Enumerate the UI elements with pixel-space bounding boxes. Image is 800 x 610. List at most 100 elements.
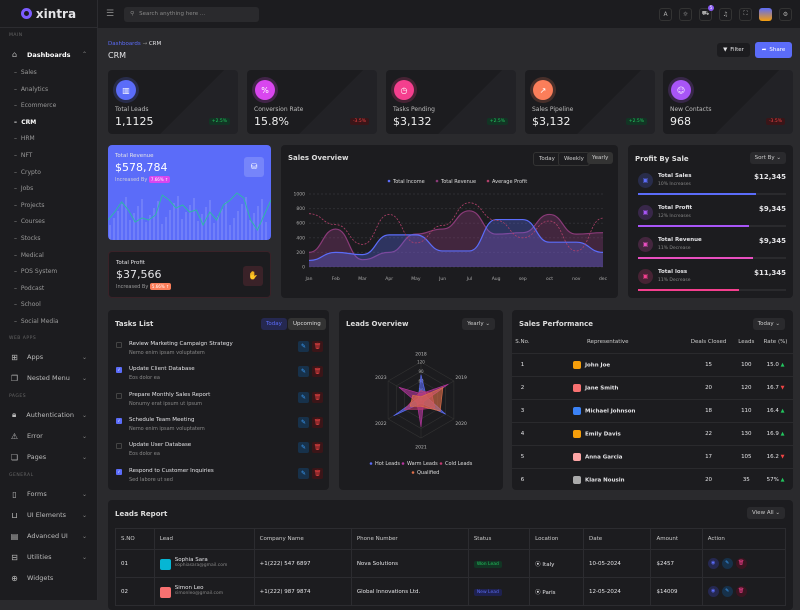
edit-icon[interactable]: ✎ bbox=[298, 416, 309, 428]
table-row: 01 Sophia Sara sophiasara@gmail.com +1(22… bbox=[115, 549, 787, 578]
sidebar-item-error[interactable]: ⚠ Error ⌄ bbox=[10, 431, 87, 441]
search-input[interactable]: ⚲ Search anything here ... bbox=[124, 6, 260, 22]
delete-icon[interactable]: 🗑︎ bbox=[735, 586, 747, 597]
arrow-up-icon: ▲ bbox=[780, 407, 785, 414]
edit-icon[interactable]: ✎ bbox=[298, 391, 309, 403]
fullscreen-icon[interactable]: ⛶ bbox=[739, 7, 752, 21]
sidebar-item-courses[interactable]: – Courses bbox=[14, 218, 45, 226]
delete-icon[interactable]: 🗑︎ bbox=[312, 416, 323, 428]
edit-icon[interactable]: ✎ bbox=[298, 366, 309, 378]
task-subtitle: Nemo enim ipsam voluptatem bbox=[129, 425, 205, 432]
sidebar-item-crypto[interactable]: – Crypto bbox=[14, 168, 41, 176]
card-title: Profit By Sale bbox=[635, 155, 689, 163]
view-icon[interactable]: ◉ bbox=[707, 586, 719, 597]
delete-icon[interactable]: 🗑︎ bbox=[312, 442, 323, 454]
sidebar-item-medical[interactable]: – Medical bbox=[14, 251, 44, 259]
row-number: 02 bbox=[115, 577, 155, 606]
delete-icon[interactable]: 🗑︎ bbox=[312, 391, 323, 403]
sidebar-item-nested-menu[interactable]: ❐ Nested Menu ⌄ bbox=[10, 373, 87, 383]
sidebar-item-nft[interactable]: – NFT bbox=[14, 151, 33, 159]
edit-icon[interactable]: ✎ bbox=[298, 341, 309, 352]
spark-bar bbox=[265, 222, 267, 240]
axis-label: 2019 bbox=[455, 375, 467, 381]
lock-icon: 🔒︎ bbox=[11, 410, 17, 419]
tab-yearly[interactable]: Yearly bbox=[587, 152, 614, 164]
task-item: Prepare Monthly Sales Report Nonumy erat… bbox=[116, 391, 323, 413]
delete-icon[interactable]: 🗑︎ bbox=[312, 341, 323, 352]
delete-icon[interactable]: 🗑︎ bbox=[312, 366, 323, 378]
dash-icon: – bbox=[14, 118, 17, 126]
edit-icon[interactable]: ✎ bbox=[721, 558, 733, 569]
task-item: ✓ Update Client Database Eos dolor ea ✎ … bbox=[116, 365, 323, 387]
sidebar-item-ui-elements[interactable]: ⊔ UI Elements ⌄ bbox=[11, 510, 87, 520]
stat-change-badge: -3.5% bbox=[765, 118, 785, 125]
share-button[interactable]: ➦ Share bbox=[755, 42, 792, 58]
logo[interactable]: xintra bbox=[0, 0, 97, 28]
edit-icon[interactable]: ✎ bbox=[298, 442, 309, 454]
sidebar-item-utilities[interactable]: ⊟ Utilities ⌄ bbox=[11, 552, 87, 562]
avatar[interactable] bbox=[759, 7, 772, 21]
sidebar-item-dashboards[interactable]: ⌂ Dashboards ⌃ bbox=[11, 50, 87, 59]
task-checkbox[interactable]: ✓ bbox=[116, 468, 122, 475]
status-badge: New Lead bbox=[473, 588, 502, 596]
sidebar-item-jobs[interactable]: – Jobs bbox=[14, 185, 34, 193]
chevron-down-icon: ⌄ bbox=[81, 511, 87, 519]
view-all-dropdown[interactable]: View All ⌄ bbox=[747, 507, 785, 519]
sidebar-item-apps[interactable]: ⊞ Apps ⌄ bbox=[11, 352, 87, 362]
edit-icon[interactable]: ✎ bbox=[298, 467, 309, 479]
edit-icon[interactable]: ✎ bbox=[721, 586, 733, 597]
sidebar-item-social-media[interactable]: – Social Media bbox=[14, 317, 59, 325]
delete-icon[interactable]: 🗑︎ bbox=[312, 467, 323, 479]
leads-radar-chart: 2018201920202021202220230306090120Hot Le… bbox=[369, 352, 473, 476]
stat-label: Tasks Pending bbox=[393, 106, 435, 113]
status-badge: Won Lead bbox=[473, 560, 502, 568]
sidebar-item-advanced-ui[interactable]: ▤ Advanced UI ⌄ bbox=[10, 531, 87, 541]
sidebar-item-school[interactable]: – School bbox=[14, 301, 41, 309]
sidebar-item-pos-system[interactable]: – POS System bbox=[14, 268, 58, 276]
breadcrumb-dashboards[interactable]: Dashboards bbox=[108, 41, 141, 47]
sidebar-item-hrm[interactable]: – HRM bbox=[14, 135, 35, 143]
task-checkbox[interactable] bbox=[116, 342, 122, 348]
sidebar-item-pages[interactable]: ❏ Pages ⌄ bbox=[10, 452, 87, 462]
sidebar-item-sales[interactable]: – Sales bbox=[14, 69, 37, 76]
column-header: Deals Closed bbox=[690, 338, 727, 345]
view-icon[interactable]: ◉ bbox=[707, 558, 719, 569]
theme-toggle-icon[interactable]: ☼ bbox=[679, 7, 692, 21]
delete-icon[interactable]: 🗑︎ bbox=[735, 558, 747, 569]
dash-icon: – bbox=[14, 317, 17, 325]
sidebar-item-widgets[interactable]: ⊕ Widgets bbox=[11, 573, 54, 583]
language-icon[interactable]: A bbox=[659, 7, 672, 21]
tab-today[interactable]: Today bbox=[261, 318, 287, 330]
sidebar-item-stocks[interactable]: – Stocks bbox=[14, 234, 41, 242]
sidebar-item-authentication[interactable]: 🔒︎ Authentication ⌄ bbox=[11, 410, 87, 419]
sidebar-item-ecommerce[interactable]: – Ecommerce bbox=[14, 102, 57, 110]
item-sub: 12% Increases bbox=[658, 214, 691, 219]
axis-label: 2023 bbox=[375, 375, 387, 381]
task-checkbox[interactable] bbox=[116, 392, 122, 399]
table-row: 6 Klara Nousin 20 35 57% ▲ bbox=[512, 467, 793, 490]
cart-icon[interactable]: ⛟ 5 bbox=[699, 4, 714, 21]
spark-bar bbox=[197, 221, 199, 240]
settings-icon[interactable]: ⚙ bbox=[779, 7, 792, 21]
sidebar-item-projects[interactable]: – Projects bbox=[14, 201, 45, 209]
menu-toggle-icon[interactable]: ☰ bbox=[106, 9, 115, 19]
r-tick-label: 120 bbox=[417, 360, 425, 365]
sort-by-dropdown[interactable]: Sort By ⌄ bbox=[749, 152, 786, 164]
tab-upcoming[interactable]: Upcoming bbox=[288, 318, 326, 330]
x-tick-label: Apr bbox=[385, 276, 393, 282]
task-checkbox[interactable]: ✓ bbox=[116, 417, 122, 424]
filter-button[interactable]: ▼ Filter bbox=[717, 43, 750, 57]
task-checkbox[interactable] bbox=[116, 443, 122, 450]
notification-icon[interactable]: ♫ bbox=[719, 7, 732, 21]
sidebar-item-podcast[interactable]: – Podcast bbox=[14, 284, 45, 292]
sidebar-item-crm[interactable]: – CRM bbox=[14, 118, 37, 126]
item-name: Total Profit bbox=[658, 205, 693, 211]
task-checkbox[interactable]: ✓ bbox=[116, 367, 122, 374]
period-dropdown[interactable]: Yearly ⌄ bbox=[462, 318, 495, 330]
stat-card-total-leads: ▥ Total Leads 1,1125 +2.5% bbox=[108, 70, 238, 134]
avatar bbox=[572, 429, 581, 438]
sidebar-item-forms[interactable]: ▯ Forms ⌄ bbox=[0, 484, 97, 505]
sidebar-item-analytics[interactable]: – Analytics bbox=[14, 85, 49, 93]
spark-bar bbox=[233, 218, 235, 240]
period-dropdown[interactable]: Today ⌄ bbox=[752, 318, 785, 330]
